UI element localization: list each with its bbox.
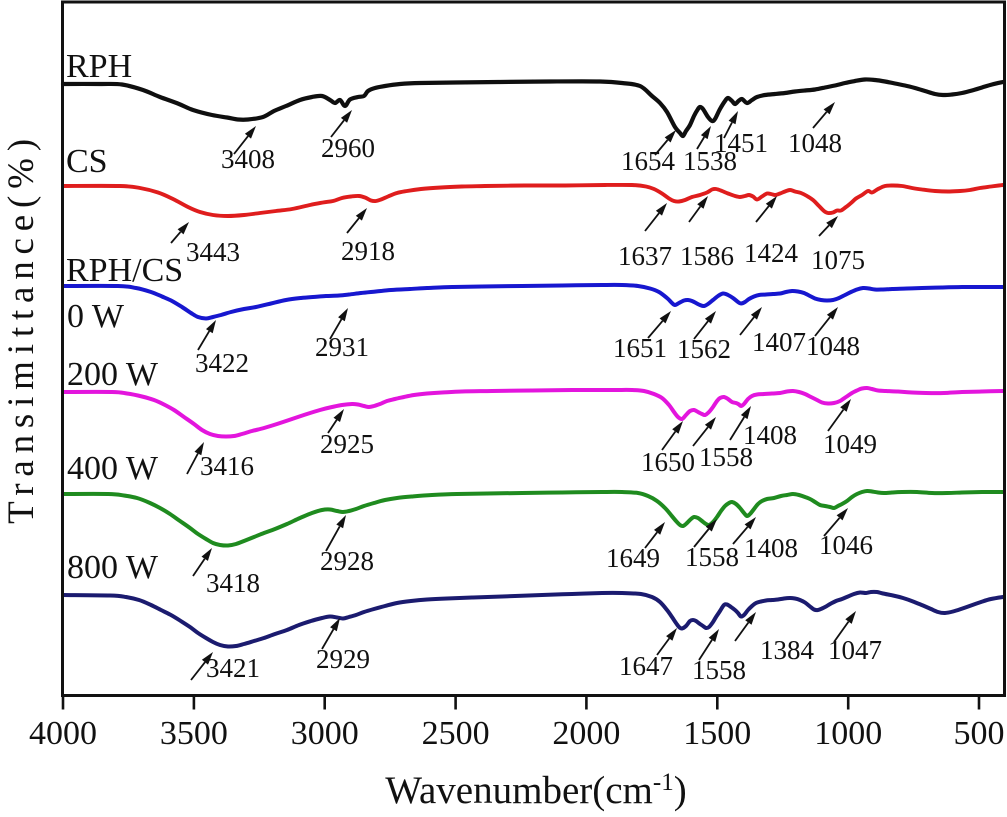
svg-text:1049: 1049: [823, 429, 877, 459]
svg-text:2918: 2918: [341, 236, 395, 266]
svg-text:CS: CS: [66, 143, 108, 180]
svg-text:1451: 1451: [714, 128, 768, 158]
svg-text:1075: 1075: [811, 245, 865, 275]
svg-text:2925: 2925: [320, 429, 374, 459]
svg-text:3422: 3422: [195, 348, 249, 378]
svg-text:3421: 3421: [206, 653, 260, 683]
svg-text:1046: 1046: [819, 530, 873, 560]
svg-text:Transimittance(%): Transimittance(%): [1, 132, 42, 524]
svg-text:400 W: 400 W: [67, 450, 159, 487]
svg-text:1408: 1408: [743, 420, 797, 450]
svg-text:0 W: 0 W: [67, 298, 125, 335]
svg-text:1654: 1654: [621, 146, 676, 176]
svg-text:1558: 1558: [692, 655, 746, 685]
svg-text:1048: 1048: [788, 128, 842, 158]
svg-text:1637: 1637: [618, 241, 672, 271]
svg-text:200 W: 200 W: [67, 356, 159, 393]
svg-text:3416: 3416: [200, 451, 254, 481]
svg-text:3418: 3418: [206, 568, 260, 598]
svg-text:2960: 2960: [321, 133, 375, 163]
svg-text:1408: 1408: [744, 533, 798, 563]
svg-text:1647: 1647: [619, 651, 673, 681]
svg-text:1048: 1048: [806, 331, 860, 361]
svg-text:500: 500: [954, 715, 1005, 752]
svg-text:3000: 3000: [291, 715, 359, 752]
svg-text:1538: 1538: [683, 146, 737, 176]
svg-text:1047: 1047: [828, 635, 882, 665]
svg-text:2500: 2500: [422, 715, 490, 752]
svg-text:1651: 1651: [613, 333, 667, 363]
svg-text:1558: 1558: [685, 542, 739, 572]
svg-text:RPH: RPH: [66, 48, 132, 85]
svg-text:1586: 1586: [680, 241, 734, 271]
svg-text:1558: 1558: [699, 442, 753, 472]
svg-text:1407: 1407: [752, 327, 806, 357]
svg-text:RPH/CS: RPH/CS: [66, 252, 183, 289]
svg-text:800 W: 800 W: [67, 549, 159, 586]
svg-text:1500: 1500: [683, 715, 751, 752]
svg-text:3443: 3443: [186, 237, 240, 267]
svg-text:2931: 2931: [315, 332, 369, 362]
svg-text:1384: 1384: [760, 635, 815, 665]
svg-text:4000: 4000: [29, 715, 97, 752]
svg-text:1000: 1000: [814, 715, 882, 752]
svg-text:3408: 3408: [221, 144, 275, 174]
svg-text:Wavenumber(cm-1): Wavenumber(cm-1): [385, 769, 686, 812]
svg-text:1424: 1424: [744, 238, 799, 268]
svg-text:2000: 2000: [552, 715, 620, 752]
svg-text:1562: 1562: [677, 334, 731, 364]
svg-text:3500: 3500: [160, 715, 228, 752]
svg-text:2928: 2928: [320, 546, 374, 576]
svg-text:1650: 1650: [641, 447, 695, 477]
svg-text:2929: 2929: [316, 644, 370, 674]
svg-text:1649: 1649: [606, 543, 660, 573]
